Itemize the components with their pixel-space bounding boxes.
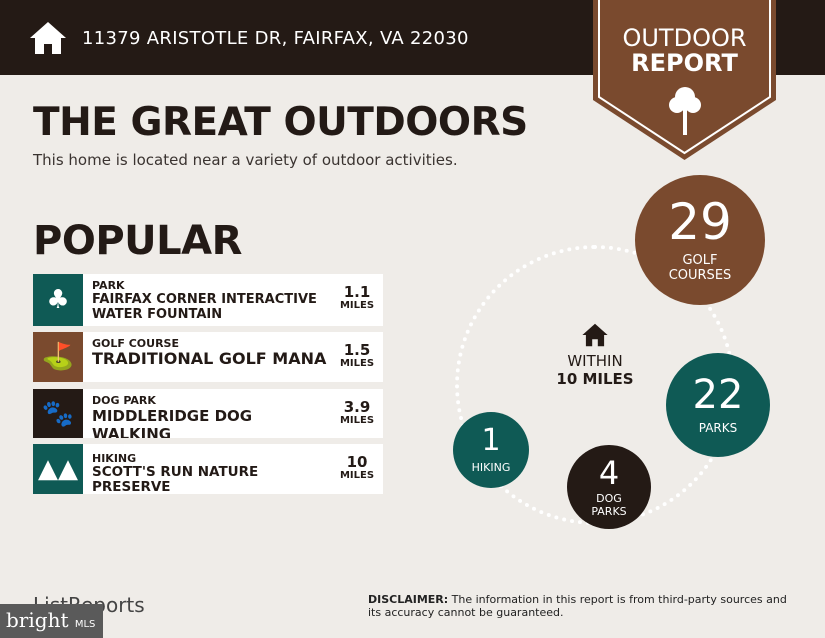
golf-count-circle: 29 GOLF COURSES — [635, 175, 765, 305]
home-icon — [30, 22, 66, 54]
item-category: PARK — [92, 279, 125, 292]
radius-text: 10 MILES — [556, 370, 634, 388]
badge-title: OUTDOOR REPORT — [622, 24, 747, 77]
hiking-count-circle: 1 HIKING — [453, 412, 529, 488]
item-unit: MILES — [339, 300, 375, 311]
item-name: SCOTT'S RUN NATURE PRESERVE — [92, 464, 259, 495]
trees-icon: ▲▲ — [33, 444, 83, 494]
item-name: FAIRFAX CORNER INTERACTIVE WATER FOUNTAI… — [92, 292, 317, 322]
item-unit: MILES — [339, 415, 375, 426]
dog-parks-count-circle: 4 DOG PARKS — [567, 445, 651, 529]
outdoor-report-badge — [593, 0, 776, 160]
item-distance: 1.5 — [343, 341, 371, 359]
item-category: DOG PARK — [92, 394, 156, 407]
property-address: 11379 ARISTOTLE DR, FAIRFAX, VA 22030 — [82, 28, 469, 49]
popular-item-golf[interactable]: ⛳ GOLF COURSE TRADITIONAL GOLF MANA 1.5 MI… — [33, 332, 383, 382]
tree-icon — [669, 87, 701, 135]
page-title: THE GREAT OUTDOORS — [33, 100, 528, 145]
within-text: WITHIN — [567, 352, 623, 370]
popular-heading: POPULAR — [33, 218, 242, 264]
park-icon: ♣ — [33, 274, 83, 326]
item-name: MIDDLERIDGE DOG WALKING — [92, 407, 253, 438]
item-unit: MILES — [339, 358, 375, 369]
parks-count-circle: 22 PARKS — [666, 353, 770, 457]
item-name: TRADITIONAL GOLF MANA — [92, 349, 327, 368]
item-distance: 10 — [346, 453, 368, 471]
disclaimer: DISCLAIMER: The information in this repo… — [368, 593, 787, 619]
paw-icon: 🐾 — [33, 389, 83, 438]
popular-item-hiking[interactable]: ▲▲ HIKING SCOTT'S RUN NATURE PRESERVE 10 M… — [33, 444, 383, 494]
item-distance: 3.9 — [343, 398, 371, 416]
page-subtitle: This home is located near a variety of o… — [33, 151, 458, 169]
popular-item-park[interactable]: ♣ PARK FAIRFAX CORNER INTERACTIVE WATER F… — [33, 274, 383, 326]
item-category: GOLF COURSE — [92, 337, 179, 350]
golf-bag-icon: ⛳ — [33, 332, 83, 382]
item-distance: 1.1 — [343, 283, 371, 301]
within-label: WITHIN 10 MILES — [535, 322, 655, 388]
item-category: HIKING — [92, 452, 137, 465]
home-icon — [582, 323, 608, 347]
item-unit: MILES — [339, 470, 375, 481]
popular-item-dog-park[interactable]: 🐾 DOG PARK MIDDLERIDGE DOG WALKING 3.9 MIL… — [33, 389, 383, 438]
bright-mls-watermark: bright MLS — [0, 604, 103, 638]
